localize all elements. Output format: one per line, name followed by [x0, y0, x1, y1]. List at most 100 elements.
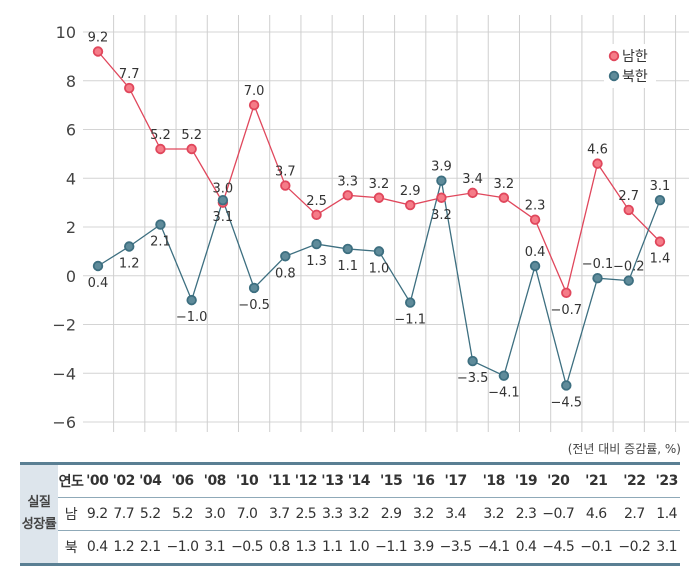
south-value-cell: 3.2 [410, 497, 437, 531]
line-chart: 10 8 6 4 2 0 −2 −4 −6 9.2 7.7 5.2 5.2 3.0 7.0 3.7 2.5 3.3… [52, 15, 689, 432]
south-value-cell: 3.0 [201, 497, 229, 531]
south-value-cell: 3.7 [266, 497, 293, 531]
south-value-cell: 2.3 [512, 497, 540, 531]
data-label: 3.1 [650, 179, 671, 194]
data-label: −4.1 [488, 386, 520, 401]
south-value-cell: 3.4 [436, 497, 475, 531]
data-point [342, 190, 353, 201]
data-label: 1.3 [306, 254, 327, 269]
data-label: 1.4 [650, 252, 671, 267]
year-header: 연도 [58, 474, 84, 490]
year-cell: '18 [482, 473, 506, 489]
data-point [280, 180, 291, 191]
y-tick-label: 6 [66, 121, 76, 140]
data-point [311, 238, 322, 250]
north-value-cell: −4.1 [474, 530, 513, 565]
year-cell: '11 [268, 473, 291, 489]
data-point [623, 204, 634, 216]
row-group-text: 성장률 [21, 517, 57, 532]
south-value-cell: 3.2 [345, 497, 373, 531]
data-label: 0.4 [88, 276, 109, 291]
north-value-cell: 1.3 [292, 530, 320, 565]
south-value-cell: 5.2 [163, 497, 202, 531]
north-label: 북 [58, 530, 84, 565]
data-label: −1.1 [394, 313, 426, 328]
data-point [311, 209, 322, 221]
south-value-cell: 7.7 [110, 497, 137, 531]
data-label: 3.3 [337, 174, 358, 189]
north-value-cell: 3.9 [410, 530, 437, 565]
data-point [248, 282, 260, 294]
data-point [529, 214, 541, 225]
north-value-cell: 1.1 [319, 530, 346, 565]
north-value-cell: −1.1 [372, 530, 411, 565]
y-tick-label: 8 [66, 72, 76, 91]
data-label: −0.5 [238, 298, 270, 313]
data-label: 1.0 [369, 261, 390, 276]
data-point [467, 187, 478, 199]
data-label: 1.1 [337, 259, 358, 274]
y-tick-label: 10 [56, 23, 76, 42]
north-value-cell: 0.4 [512, 530, 540, 565]
data-label: 3.2 [431, 208, 452, 223]
data-point [405, 199, 416, 211]
data-point [217, 194, 229, 206]
year-cell: '17 [444, 473, 468, 489]
south-value-cell: 2.7 [615, 497, 654, 531]
data-point [592, 158, 603, 169]
south-value-cell: 2.9 [372, 497, 411, 531]
south-label: 남 [58, 497, 84, 531]
data-point [405, 297, 416, 308]
data-label: 3.2 [494, 177, 515, 192]
year-cell: '19 [514, 473, 538, 489]
legend-marker [608, 50, 620, 62]
north-value-cell: 2.1 [137, 530, 164, 565]
year-cell: '21 [585, 473, 608, 489]
data-label: 3.7 [275, 165, 296, 180]
data-point [373, 246, 385, 257]
row-group-label: 실질 성장률 [20, 463, 58, 565]
north-value-cell: 1.0 [345, 530, 373, 565]
south-value-cell: 9.2 [84, 497, 111, 531]
data-label: 3.1 [213, 210, 234, 225]
north-value-cell: −4.5 [539, 530, 578, 565]
north-value-cell: −0.2 [615, 530, 654, 565]
year-cell: '22 [623, 473, 646, 489]
data-point [92, 46, 104, 57]
south-value-cell: 5.2 [137, 497, 164, 531]
legend-marker [608, 70, 620, 82]
y-tick-label: −6 [52, 413, 76, 432]
south-value-cell: 1.4 [653, 497, 680, 531]
north-value-cell: 1.2 [110, 530, 137, 565]
legend-label: 북한 [622, 69, 648, 85]
table-row-south: 남 9.2 7.7 5.2 5.2 3.0 7.0 3.7 2.5 3.3 3.2 2.9 3.2 3.… [20, 497, 680, 531]
data-point [467, 355, 478, 367]
data-label: 2.1 [150, 235, 171, 250]
data-point [342, 243, 353, 255]
data-label: 5.2 [181, 128, 202, 143]
data-point [436, 192, 447, 203]
data-point [592, 272, 603, 284]
series-line-south [97, 51, 661, 295]
year-cell: '04 [139, 473, 162, 489]
data-point [498, 370, 510, 381]
data-label: −0.7 [551, 303, 583, 318]
data-label: −4.5 [551, 395, 583, 410]
data-label: 2.7 [618, 189, 639, 204]
data-point [186, 294, 197, 306]
south-value-cell: 3.3 [319, 497, 346, 531]
south-value-cell: −0.7 [539, 497, 578, 531]
data-label: −3.5 [457, 371, 489, 386]
year-cell: '06 [171, 473, 194, 489]
data-table: 실질 성장률 연도 '00'02'04 '06 '08 '10 '11'12'13'14 '… [20, 462, 680, 566]
data-point [561, 380, 572, 391]
data-label: 4.6 [587, 143, 608, 158]
data-label: 2.3 [525, 199, 546, 214]
data-label: 3.0 [213, 182, 234, 197]
data-point [561, 287, 572, 299]
data-label: 3.9 [431, 160, 452, 175]
year-cell: '20 [547, 473, 570, 489]
data-label: 3.2 [369, 177, 390, 192]
series-line-north [97, 180, 661, 388]
